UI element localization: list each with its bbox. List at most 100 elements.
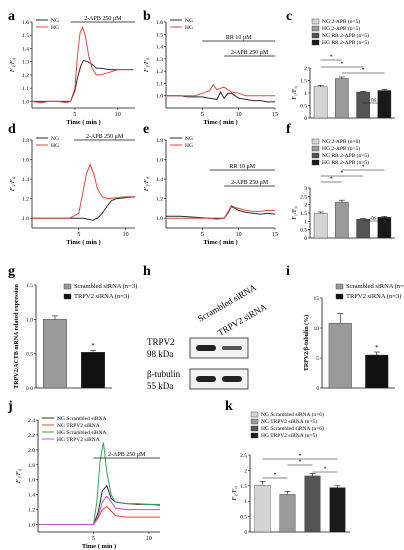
legend-swatch-c <box>311 18 320 25</box>
blot-row-kda-trpv2: 98 kDa <box>147 349 173 359</box>
y-tick-label-b: 1.5 <box>156 32 163 38</box>
blot-band-trpv2-knockdown <box>222 346 242 350</box>
y-tick-label-b: 1.1 <box>156 81 163 87</box>
panel-letter-h: h <box>143 264 151 279</box>
y-tick-label-c: 1 <box>304 91 307 97</box>
x-tick-label-a: 5 <box>73 112 76 118</box>
y-tick-label-j: 1.2 <box>28 508 35 514</box>
bar-k-1 <box>279 494 296 533</box>
y-tick-label-k: 0.5 <box>240 515 247 521</box>
legend-swatch-k <box>250 418 259 425</box>
bar-k-2 <box>304 475 321 533</box>
significance-label-k: * <box>274 473 277 479</box>
x-tick-label-e: 5 <box>201 232 204 238</box>
y-axis-label-j: F₁/F₀ <box>15 469 22 484</box>
x-tick-label-j: 10 <box>146 536 152 542</box>
legend-label-i: TRPV2 siRNA (n=3) <box>346 293 401 300</box>
legend-label-f: NG RR 2-APB (n=5) <box>322 152 369 159</box>
panel-letter-c: c <box>286 9 292 24</box>
y-tick-label-c: 1.5 <box>300 79 307 85</box>
x-tick-label-d: 10 <box>123 232 129 238</box>
legend-swatch-c <box>311 39 320 46</box>
significance-label-k: * <box>299 454 302 460</box>
y-axis-label-c: F₁/F₀ <box>291 86 298 100</box>
bar-f-2 <box>356 218 370 239</box>
bar-g-1 <box>81 352 105 389</box>
panel-letter-a: a <box>8 9 15 24</box>
legend-swatch-f <box>311 152 320 159</box>
bar-k-3 <box>329 487 346 533</box>
legend-label-j: HG Scrambled siRNA <box>57 430 107 436</box>
y-tick-label-i: 0 <box>316 386 319 392</box>
y-tick-label-e: 1.2 <box>156 197 163 203</box>
y-tick-label-g: 0.0 <box>26 386 33 392</box>
series-line-j-0 <box>38 484 161 525</box>
x-axis-label-a: Time ( min ) <box>66 119 100 126</box>
legend-label-c: HG 2-APB (n=5) <box>322 25 360 32</box>
y-tick-label-c: 0.5 <box>300 104 307 110</box>
y-tick-label-i: 10 <box>314 326 320 332</box>
y-tick-label-j: 1.4 <box>28 493 35 499</box>
legend-label-b: HG <box>185 25 193 31</box>
y-tick-label-i: 5 <box>316 356 319 362</box>
y-axis-label-f: F₁/F₀ <box>291 206 298 220</box>
legend-label-f: HG 2-APB (n=5) <box>322 145 360 152</box>
significance-label-c: * <box>340 62 343 68</box>
legend-swatch-f <box>311 159 320 166</box>
y-tick-label-k: 2.5 <box>240 453 247 459</box>
y-tick-label-c: 0 <box>304 116 307 122</box>
significance-label-k: * <box>324 467 327 473</box>
y-tick-label-e: 1.4 <box>156 177 163 183</box>
significance-label-f: * <box>362 165 365 171</box>
y-tick-label-j: 1.6 <box>28 478 35 484</box>
y-tick-label-g: 1.0 <box>26 317 33 323</box>
legend-swatch-c <box>311 32 320 39</box>
y-tick-label-d: 1.8 <box>22 138 29 144</box>
y-axis-label-b: F₁/F₀ <box>143 58 150 73</box>
x-axis-label-e: Time ( min ) <box>203 239 237 246</box>
y-tick-label-f: 2.5 <box>300 194 307 200</box>
x-tick-label-e: 10 <box>236 232 242 238</box>
y-tick-label-c: 2 <box>304 66 307 72</box>
legend-label-c: HG RR 2-APB (n=5) <box>322 39 369 46</box>
significance-label-c: * <box>362 68 365 74</box>
y-tick-label-d: 1.2 <box>22 197 29 203</box>
x-tick-label-b: 15 <box>272 112 278 118</box>
significance-label-i: * <box>375 344 379 352</box>
legend-label-k: HG TRPV2 siRNA (n=5) <box>261 432 317 439</box>
y-axis-label-d: F₁/F₀ <box>9 177 16 192</box>
series-line-e-1 <box>166 204 275 220</box>
significance-label-k: * <box>299 460 302 466</box>
blot-band-box-tubulin <box>189 368 249 390</box>
legend-label-k: HG Scrambled siRNA (n=6) <box>261 425 324 432</box>
bar-f-1 <box>335 201 349 239</box>
y-tick-label-f: 2 <box>304 203 307 209</box>
series-line-b-1 <box>166 83 275 97</box>
drug-bar-label-b: 2-APB 250 μM <box>231 50 269 56</box>
y-axis-label-e: F₁/F₀ <box>143 177 150 192</box>
y-tick-label-e: 1.8 <box>156 138 163 144</box>
y-tick-label-i: 15 <box>314 296 320 302</box>
legend-label-f: NG 2-APB (n=6) <box>322 138 360 145</box>
x-tick-label-b: 10 <box>236 112 242 118</box>
y-tick-label-j: 2.2 <box>28 433 35 439</box>
blot-row-kda-tubulin: 55 kDa <box>147 381 173 391</box>
x-axis-label-b: Time ( min ) <box>203 119 237 126</box>
legend-label-k: NG Scrambled siRNA (n=6) <box>261 411 324 418</box>
y-tick-label-f: 0 <box>304 236 307 242</box>
legend-swatch-i <box>335 293 344 300</box>
legend-label-j: NG TRPV2 siRNA <box>57 423 100 429</box>
legend-label-a: NG <box>51 18 59 24</box>
legend-label-j: NG Scrambled siRNA <box>57 416 107 422</box>
significance-label-f: * <box>330 177 333 183</box>
blot-row-label-trpv2: TRPV2 <box>147 337 175 347</box>
legend-swatch-k <box>250 432 259 439</box>
drug-bar-label-j: 2-APB 250 μM <box>108 452 146 458</box>
y-tick-label-a: 1.3 <box>22 60 29 66</box>
y-tick-label-d: 1.0 <box>22 216 29 222</box>
y-tick-label-f: 1 <box>304 219 307 225</box>
legend-label-g: TRPV2 siRNA (n=3) <box>74 293 129 300</box>
x-tick-label-e: 15 <box>272 232 278 238</box>
